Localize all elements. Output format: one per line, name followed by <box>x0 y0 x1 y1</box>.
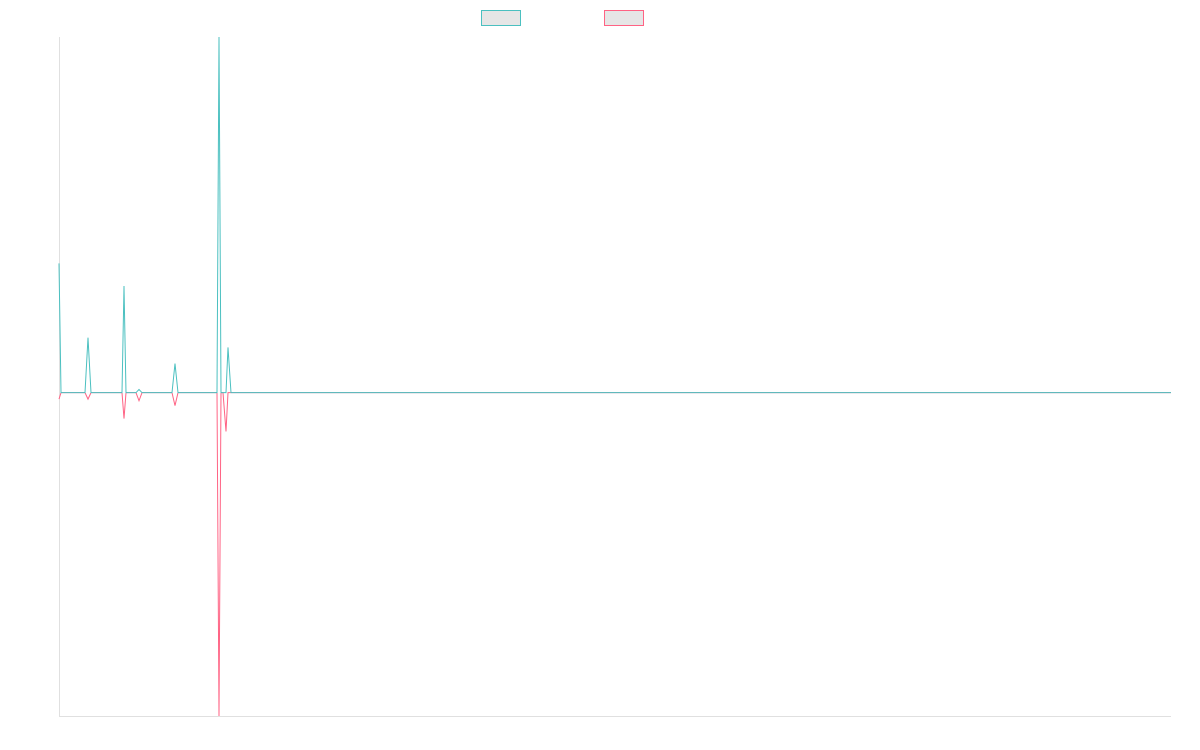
legend-swatch[interactable] <box>481 10 521 26</box>
legend-swatch[interactable] <box>604 10 644 26</box>
line-series <box>58 36 1171 394</box>
line-series <box>58 392 1171 717</box>
